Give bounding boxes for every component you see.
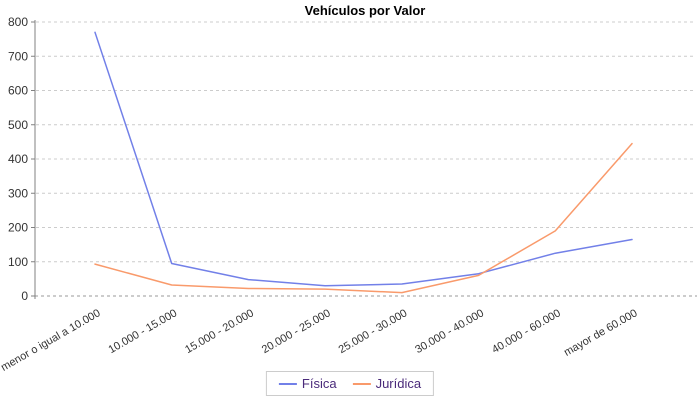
x-tick-label: 20.000 - 25.000 bbox=[260, 307, 333, 356]
legend: Física Jurídica bbox=[265, 371, 435, 396]
x-tick-label: 30.000 - 40.000 bbox=[413, 307, 486, 356]
y-tick-label: 500 bbox=[8, 118, 28, 132]
x-tick-label: 40.000 - 60.000 bbox=[490, 307, 563, 356]
series-line-jurídica bbox=[94, 142, 633, 294]
y-tick-label: 800 bbox=[8, 15, 28, 29]
x-tick-label: mayor de 60.000 bbox=[562, 307, 640, 359]
y-tick-label: 100 bbox=[8, 255, 28, 269]
series-line-física bbox=[94, 31, 633, 287]
gridlines bbox=[36, 21, 695, 263]
x-tick-label: 15.000 - 20.000 bbox=[183, 307, 256, 356]
y-tick-label: 300 bbox=[8, 186, 28, 200]
x-tick-label: 10.000 - 15.000 bbox=[106, 307, 179, 356]
legend-line-swatch bbox=[278, 382, 297, 385]
legend-item-física: Física bbox=[278, 376, 337, 391]
y-axis-ticks: 0 100 200 300 400 500 600 700 800 bbox=[8, 15, 35, 303]
legend-label: Física bbox=[301, 376, 337, 391]
x-tick-label: menor o igual a 10.000 bbox=[0, 307, 102, 374]
y-tick-label: 400 bbox=[8, 152, 28, 166]
y-tick-label: 200 bbox=[8, 221, 28, 235]
y-tick-label: 600 bbox=[8, 84, 28, 98]
legend-label: Jurídica bbox=[375, 376, 422, 391]
y-tick-label: 700 bbox=[8, 49, 28, 63]
x-axis-labels: menor o igual a 10.000 10.000 - 15.000 15.… bbox=[0, 307, 640, 374]
y-tick-label: 0 bbox=[21, 289, 28, 303]
chart-title: Vehículos por Valor bbox=[304, 3, 426, 18]
legend-item-jurídica: Jurídica bbox=[352, 376, 422, 391]
x-tick-label: 25.000 - 30.000 bbox=[337, 307, 410, 356]
legend-line-swatch bbox=[352, 382, 371, 385]
